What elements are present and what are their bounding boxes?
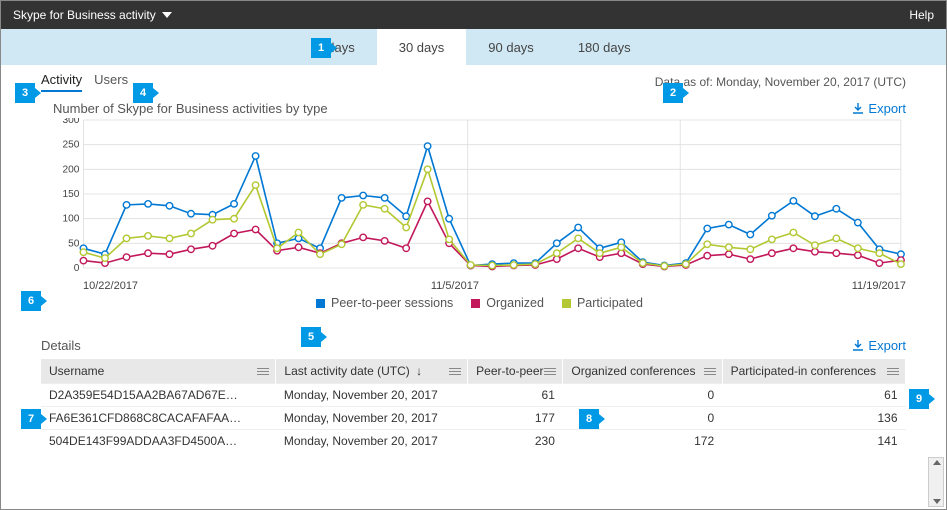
- svg-text:100: 100: [62, 214, 79, 225]
- chart-area: Number of Skype for Business activities …: [1, 93, 946, 310]
- export-details-button[interactable]: Export: [852, 338, 906, 353]
- legend-item[interactable]: Peer-to-peer sessions: [316, 296, 453, 310]
- annotation-callout: 5: [301, 327, 321, 347]
- column-menu-icon[interactable]: [544, 366, 556, 376]
- column-menu-icon[interactable]: [887, 366, 899, 376]
- details-section: Details Export UsernameLast activity dat…: [1, 310, 946, 452]
- details-title: Details: [41, 338, 81, 353]
- col-header[interactable]: Participated-in conferences: [722, 359, 905, 384]
- range-tab-180days[interactable]: 180 days: [556, 29, 653, 65]
- column-menu-icon[interactable]: [257, 366, 269, 376]
- legend-item[interactable]: Participated: [562, 296, 643, 310]
- scrollbar[interactable]: [928, 457, 944, 507]
- annotation-callout: 3: [15, 83, 35, 103]
- col-header[interactable]: Organized conferences: [563, 359, 722, 384]
- chart-title: Number of Skype for Business activities …: [53, 101, 328, 116]
- svg-text:200: 200: [62, 164, 79, 175]
- svg-text:250: 250: [62, 140, 79, 151]
- download-icon: [852, 103, 864, 115]
- range-tab-30days[interactable]: 30 days: [377, 29, 467, 65]
- tab-activity[interactable]: Activity: [41, 72, 82, 92]
- activity-chart: 0 50 100 150 200 250 300: [53, 118, 906, 273]
- details-table: UsernameLast activity date (UTC) ↓Peer-t…: [41, 359, 906, 452]
- legend-swatch: [316, 299, 325, 308]
- help-link[interactable]: Help: [909, 8, 934, 22]
- header-title: Skype for Business activity: [13, 8, 156, 22]
- annotation-callout: 9: [909, 389, 929, 409]
- svg-text:50: 50: [68, 238, 80, 249]
- table-row[interactable]: D2A359E54D15AA2BA67AD67E…Monday, Novembe…: [41, 384, 906, 407]
- table-row[interactable]: FA6E361CFD868C8CACAFAFAA…Monday, Novembe…: [41, 407, 906, 430]
- header-bar: Skype for Business activity Help: [1, 1, 946, 29]
- sort-desc-icon: ↓: [416, 364, 422, 378]
- range-tab-90days[interactable]: 90 days: [466, 29, 556, 65]
- legend-swatch: [562, 299, 571, 308]
- export-chart-button[interactable]: Export: [852, 101, 906, 116]
- legend-item[interactable]: Organized: [471, 296, 544, 310]
- annotation-callout: 2: [663, 83, 683, 103]
- legend-swatch: [471, 299, 480, 308]
- report-picker[interactable]: Skype for Business activity: [13, 8, 172, 22]
- annotation-callout: 8: [579, 409, 599, 429]
- column-menu-icon[interactable]: [449, 366, 461, 376]
- annotation-callout: 1: [311, 38, 331, 58]
- table-row[interactable]: 504DE143F99ADDAA3FD4500A…Monday, Novembe…: [41, 430, 906, 453]
- column-menu-icon[interactable]: [704, 366, 716, 376]
- chevron-down-icon: [162, 12, 172, 18]
- col-header[interactable]: Peer-to-peer: [468, 359, 563, 384]
- data-as-of: Data as of: Monday, November 20, 2017 (U…: [655, 75, 906, 89]
- annotation-callout: 4: [133, 83, 153, 103]
- annotation-callout: 6: [21, 291, 41, 311]
- annotation-callout: 7: [21, 409, 41, 429]
- svg-text:0: 0: [74, 263, 80, 273]
- x-axis-labels: 10/22/2017 11/5/2017 11/19/2017: [53, 278, 906, 292]
- chart-legend: Peer-to-peer sessions Organized Participat…: [53, 296, 906, 310]
- date-range-bar: 7 days30 days90 days180 days: [1, 29, 946, 65]
- col-header[interactable]: Last activity date (UTC) ↓: [276, 359, 468, 384]
- svg-text:300: 300: [62, 118, 79, 126]
- tab-users[interactable]: Users: [94, 72, 128, 92]
- col-header[interactable]: Username: [41, 359, 276, 384]
- svg-text:150: 150: [62, 189, 79, 200]
- download-icon: [852, 340, 864, 352]
